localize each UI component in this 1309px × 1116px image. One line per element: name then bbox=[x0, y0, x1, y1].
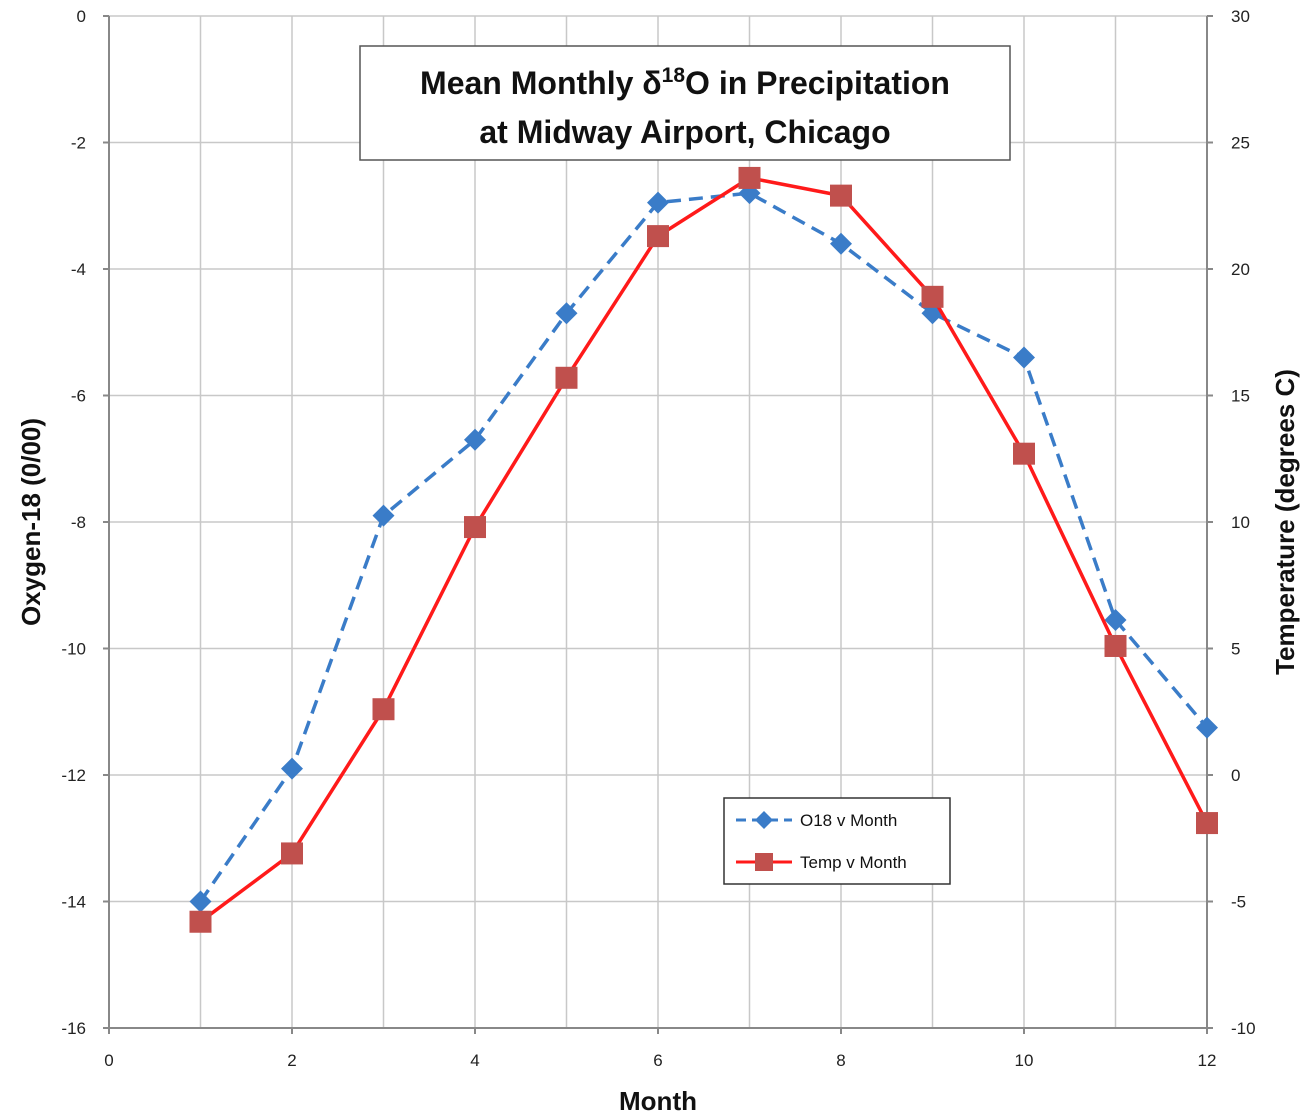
x-tick-label: 2 bbox=[287, 1051, 296, 1070]
temp-data-point bbox=[189, 910, 212, 933]
temp-data-point bbox=[1013, 442, 1035, 465]
o18-data-point bbox=[830, 232, 852, 255]
temp-data-point bbox=[555, 366, 578, 389]
y-left-tick-label: -8 bbox=[71, 513, 86, 532]
y-right-tick-label: 5 bbox=[1231, 640, 1240, 659]
temp-data-point bbox=[738, 166, 761, 189]
grid bbox=[108, 15, 1208, 1029]
y-right-tick-label: 25 bbox=[1231, 134, 1250, 153]
y-right-tick-label: 0 bbox=[1231, 766, 1240, 785]
x-tick-label: 4 bbox=[470, 1051, 479, 1070]
axes: 0 -2 -4 -6 -8 -10 -12 -14 -16 30 25 20 15 10 5 0 -5 -10 0 2… bbox=[61, 7, 1255, 1070]
temp-data-point bbox=[921, 285, 944, 308]
y-right-tick-label: 15 bbox=[1231, 387, 1250, 406]
temp-data-point bbox=[1196, 812, 1218, 835]
x-tick-label: 8 bbox=[836, 1051, 845, 1070]
y-left-tick-label: -2 bbox=[71, 134, 86, 153]
y-axis-right-title: Temperature (degrees C) bbox=[1270, 369, 1300, 675]
legend-temp-marker bbox=[755, 853, 773, 871]
title-superscript: 18 bbox=[662, 64, 686, 87]
temp-data-point bbox=[647, 225, 669, 248]
o18-data-point bbox=[647, 191, 669, 214]
y-right-tick-label: 10 bbox=[1231, 513, 1250, 532]
legend-temp-label: Temp v Month bbox=[800, 853, 907, 872]
y-right-tick-label: -5 bbox=[1231, 893, 1246, 912]
o18-data-point bbox=[1013, 346, 1035, 369]
x-tick-label: 0 bbox=[104, 1051, 113, 1070]
x-tick-label: 12 bbox=[1198, 1051, 1217, 1070]
o18-data-point bbox=[1196, 716, 1218, 739]
o18-data-point bbox=[555, 302, 578, 325]
o18-data-point bbox=[281, 757, 303, 780]
legend-o18-marker bbox=[755, 811, 773, 829]
o18-data-point bbox=[464, 428, 486, 451]
title-line-1: Mean Monthly δ18O in Precipitation bbox=[420, 64, 950, 101]
x-tick-label: 10 bbox=[1015, 1051, 1034, 1070]
y-axis-left-title: Oxygen-18 (0/00) bbox=[16, 418, 46, 626]
x-axis-title: Month bbox=[619, 1086, 697, 1116]
legend-o18-label: O18 v Month bbox=[800, 811, 897, 830]
temp-data-point bbox=[1104, 634, 1127, 657]
y-right-tick-label: -10 bbox=[1231, 1019, 1256, 1038]
y-left-tick-label: 0 bbox=[77, 7, 86, 26]
y-left-tick-label: -10 bbox=[61, 640, 86, 659]
y-left-tick-label: -4 bbox=[71, 260, 86, 279]
o18-data-point bbox=[1104, 609, 1127, 632]
temp-data-point bbox=[281, 842, 303, 865]
series-layer bbox=[189, 166, 1218, 933]
series-line-temp bbox=[199, 176, 1209, 924]
o18-data-point bbox=[189, 890, 212, 913]
temp-data-point bbox=[464, 516, 486, 539]
temp-data-point bbox=[372, 698, 395, 721]
y-left-tick-label: -6 bbox=[71, 387, 86, 406]
title-box bbox=[359, 45, 1011, 161]
y-right-tick-label: 30 bbox=[1231, 7, 1250, 26]
series-line-o18 bbox=[199, 191, 1209, 903]
y-left-tick-label: -12 bbox=[61, 766, 86, 785]
y-right-tick-label: 20 bbox=[1231, 260, 1250, 279]
y-left-tick-label: -16 bbox=[61, 1019, 86, 1038]
temp-data-point bbox=[830, 184, 852, 207]
title-line-2: at Midway Airport, Chicago bbox=[479, 114, 890, 150]
o18-data-point bbox=[372, 504, 395, 527]
chart-title: Mean Monthly δ18O in Precipitation at Mi… bbox=[359, 45, 1011, 161]
x-tick-label: 6 bbox=[653, 1051, 662, 1070]
y-left-tick-label: -14 bbox=[61, 893, 86, 912]
legend: O18 v Month Temp v Month bbox=[723, 797, 951, 885]
